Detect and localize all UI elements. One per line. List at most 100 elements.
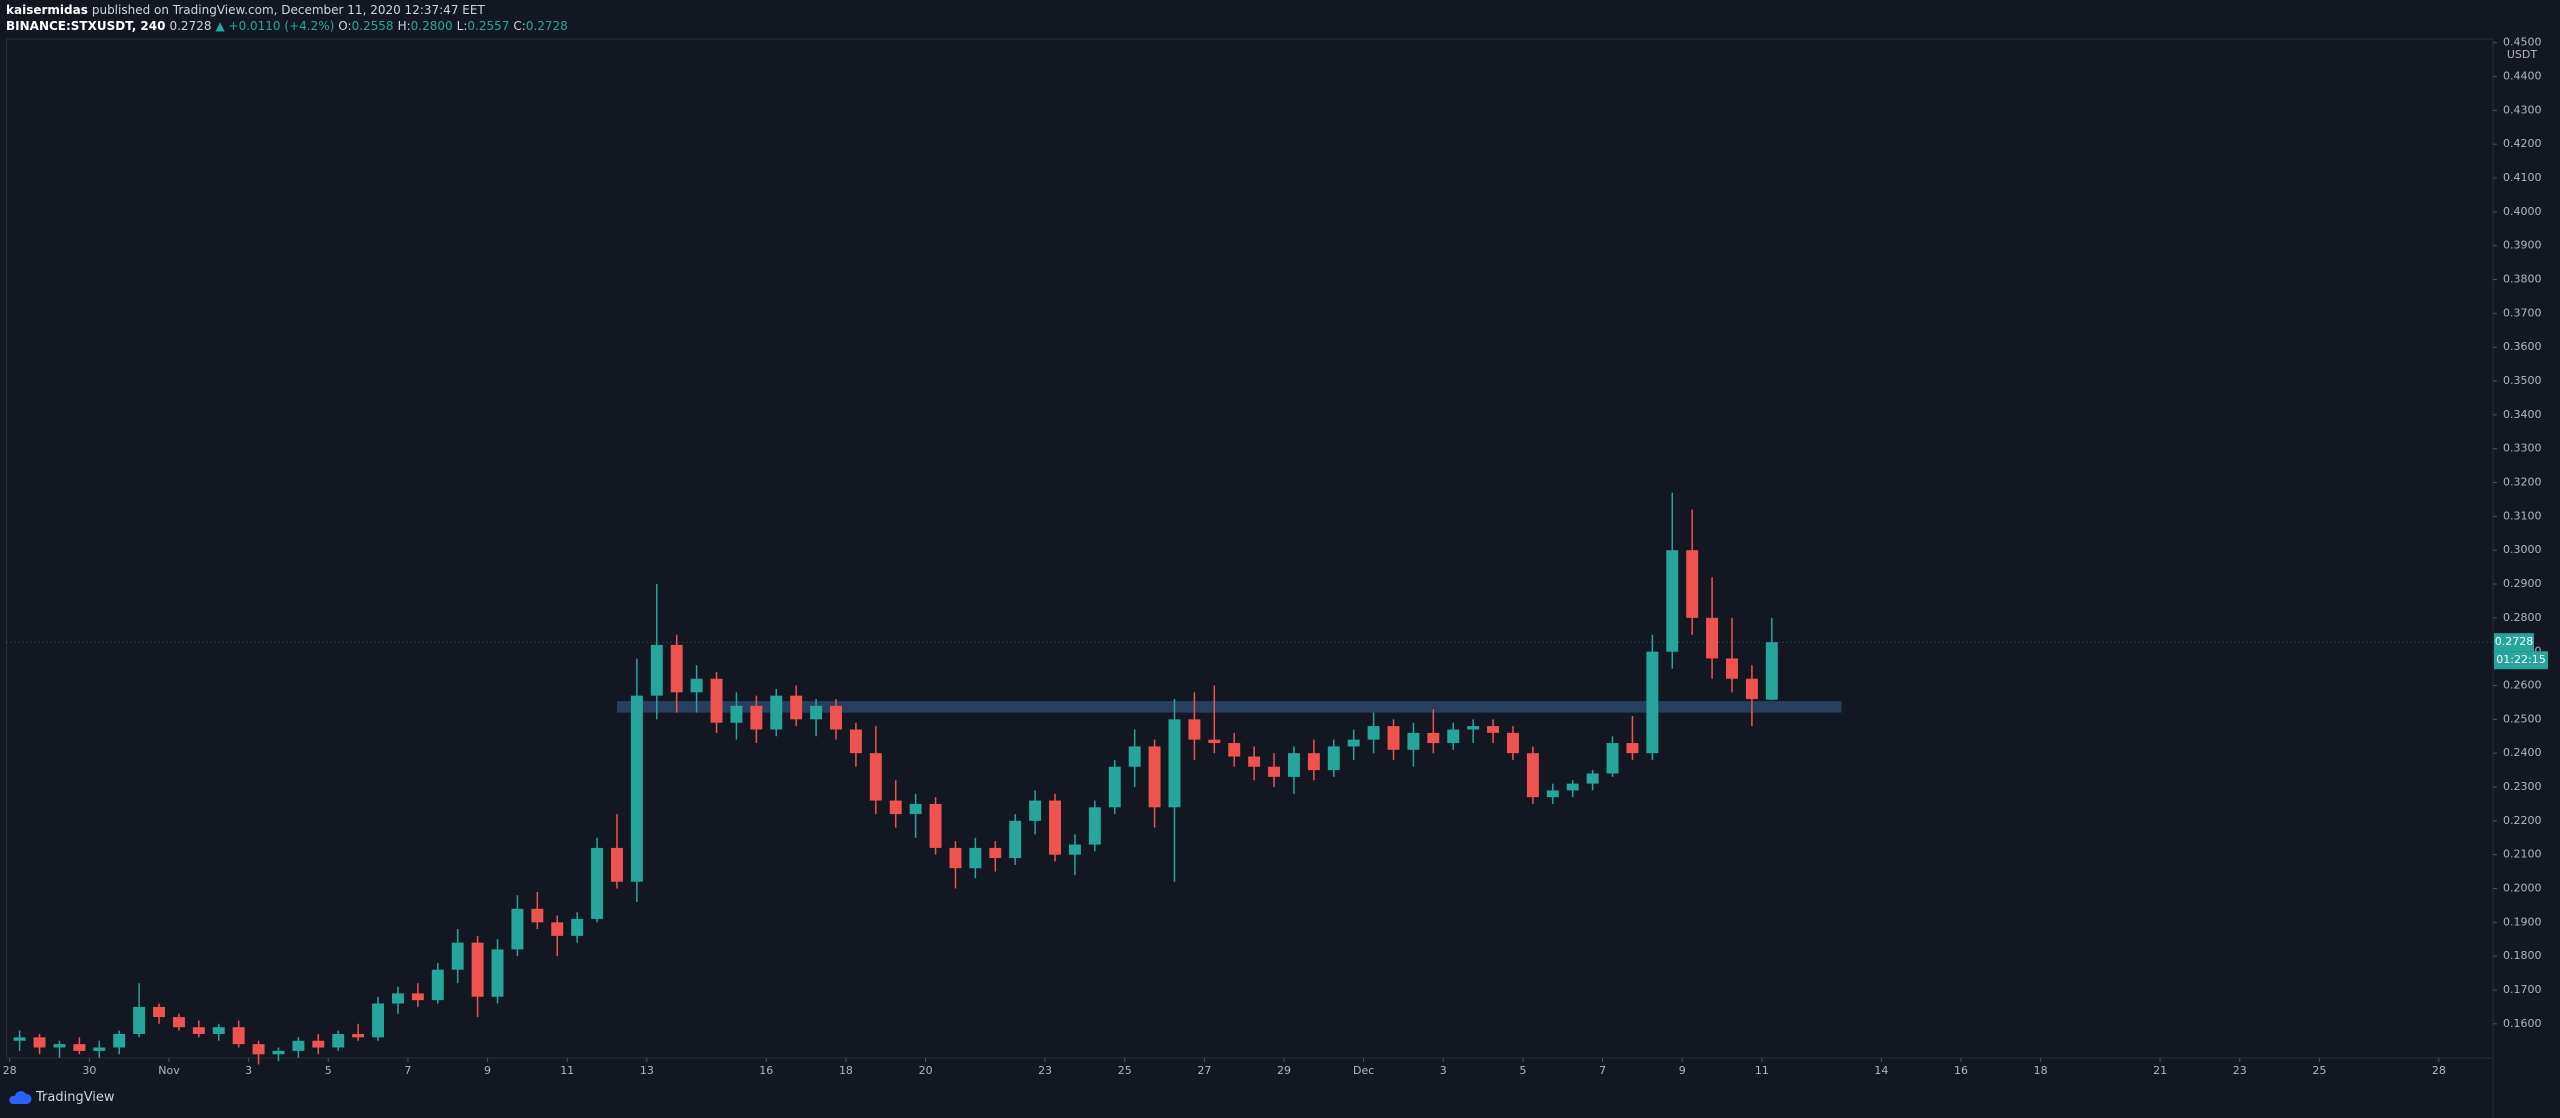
y-tick-label: 0.1900 (2503, 915, 2542, 928)
x-tick-label: 30 (82, 1064, 96, 1077)
candle-body (710, 678, 723, 723)
x-tick-label: 18 (2034, 1064, 2048, 1077)
header-line-2: BINANCE:STXUSDT, 240 0.2728 ▲ +0.0110 (+4.… (6, 18, 572, 34)
candle-body (1248, 756, 1261, 767)
candle-body (13, 1037, 26, 1041)
candle-body (1347, 739, 1360, 747)
candle-body (591, 847, 604, 919)
candle-body (1526, 753, 1539, 798)
x-tick-label: 23 (1038, 1064, 1052, 1077)
x-tick-label: 27 (1197, 1064, 1211, 1077)
footer[interactable]: TradingView (8, 1090, 115, 1105)
candle-body (929, 803, 942, 848)
candle-body (93, 1047, 106, 1051)
candle-body (1268, 766, 1281, 777)
y-tick-label: 0.3400 (2503, 408, 2542, 421)
published: published on TradingView.com, December 1… (91, 3, 485, 17)
candle-body (133, 1006, 146, 1034)
y-tick-label: 0.2100 (2503, 848, 2542, 861)
y-tick-label: 0.3600 (2503, 340, 2542, 353)
x-tick-label: 16 (759, 1064, 773, 1077)
candle-body (1467, 726, 1480, 730)
x-tick-label: 28 (2432, 1064, 2446, 1077)
candle-body (1566, 783, 1579, 791)
candle-body (1407, 732, 1420, 750)
y-tick-label: 0.1600 (2503, 1017, 2542, 1030)
candle-body (989, 847, 1002, 859)
x-tick-label: 9 (1679, 1064, 1686, 1077)
candle-body (391, 993, 404, 1004)
candle-body (1367, 726, 1380, 740)
change: ▲ +0.0110 (+4.2%) (215, 19, 335, 33)
candle-body (232, 1027, 245, 1045)
x-tick-label: 7 (1599, 1064, 1606, 1077)
h-label: H: (397, 19, 411, 33)
x-tick-label: 25 (2312, 1064, 2326, 1077)
y-tick-label: 0.4200 (2503, 137, 2542, 150)
y-tick-label: 0.3800 (2503, 273, 2542, 286)
candle-body (53, 1044, 66, 1048)
candle-body (1108, 766, 1121, 808)
candle-body (849, 729, 862, 754)
c-value: 0.2728 (525, 19, 568, 33)
l-label: L: (456, 19, 468, 33)
candle-body (969, 847, 982, 869)
candle-body (770, 695, 783, 730)
x-tick-label: Dec (1353, 1064, 1374, 1077)
y-tick-label: 0.2900 (2503, 577, 2542, 590)
x-tick-label: 20 (919, 1064, 933, 1077)
candle-body (1487, 726, 1500, 733)
last-price-label: 0.2728 (2495, 635, 2534, 648)
y-tick-label: 0.1800 (2503, 949, 2542, 962)
x-tick-label: 5 (1519, 1064, 1526, 1077)
y-tick-label: 0.1700 (2503, 983, 2542, 996)
candle-body (611, 847, 623, 882)
candle-body (1168, 719, 1181, 808)
candle-body (1128, 746, 1141, 767)
candle-body (372, 1003, 385, 1038)
candle-body (1626, 743, 1639, 754)
candle-body (172, 1017, 185, 1028)
candle-body (1088, 807, 1101, 845)
plot-frame (6, 38, 2494, 1059)
y-tick-label: 0.3900 (2503, 239, 2542, 252)
symbol: BINANCE:STXUSDT, 240 (6, 19, 166, 33)
y-tick-label: 0.2500 (2503, 712, 2542, 725)
candle-body (192, 1027, 205, 1034)
x-tick-label: 11 (560, 1064, 574, 1077)
candle-body (909, 803, 922, 815)
header: kaisermidas published on TradingView.com,… (6, 2, 572, 34)
candle-body (889, 800, 902, 815)
x-tick-label: 5 (325, 1064, 332, 1077)
candle-body (1287, 753, 1300, 777)
x-tick-label: 9 (484, 1064, 491, 1077)
x-tick-label: 25 (1118, 1064, 1132, 1077)
candle-body (1507, 732, 1519, 754)
y-tick-label: 0.2000 (2503, 882, 2542, 895)
candle-body (471, 942, 484, 997)
candle-body (511, 908, 524, 950)
candle-body (1666, 550, 1679, 652)
y-tick-label: 0.3500 (2503, 374, 2542, 387)
candle-body (153, 1006, 165, 1018)
candle-body (690, 678, 703, 693)
candle-body (1427, 732, 1440, 744)
candle-body (1586, 773, 1599, 784)
y-tick-label: 0.3100 (2503, 509, 2542, 522)
candle-body (1765, 642, 1778, 700)
header-line-1: kaisermidas published on TradingView.com,… (6, 2, 572, 18)
candle-body (1546, 790, 1559, 798)
candle-body (1049, 800, 1061, 855)
candle-body (949, 847, 962, 869)
x-tick-label: 3 (1440, 1064, 1447, 1077)
candle-body (1745, 678, 1758, 700)
h-value: 0.2800 (410, 19, 453, 33)
candle-body (1327, 746, 1340, 771)
candle-body (730, 705, 743, 723)
footer-brand: TradingView (36, 1090, 115, 1105)
y-tick-label: 0.3200 (2503, 476, 2542, 489)
candle-body (1148, 746, 1161, 808)
candle-body (790, 695, 803, 720)
candle-body (411, 993, 424, 1001)
